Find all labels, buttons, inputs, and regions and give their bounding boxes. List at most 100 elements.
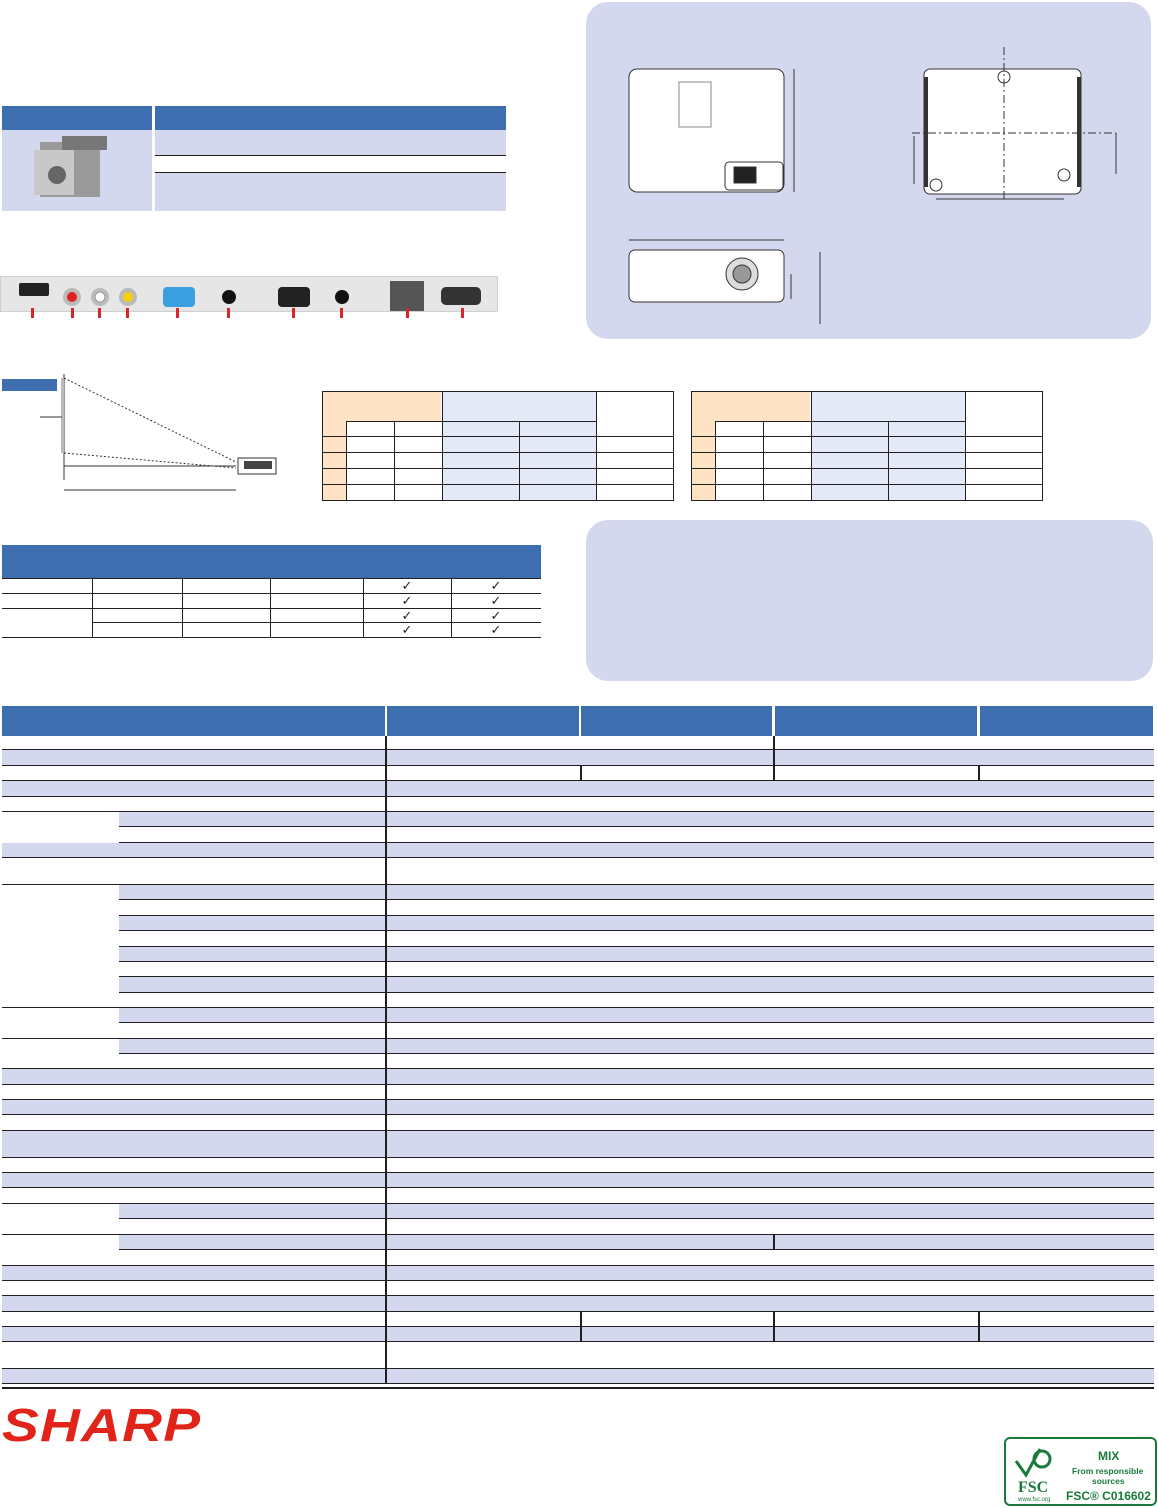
lamp-table-header-right bbox=[155, 106, 506, 130]
compat-row-line bbox=[2, 593, 541, 594]
throw-table-row-line bbox=[322, 484, 674, 485]
spec-row bbox=[2, 1281, 1154, 1296]
notes-panel bbox=[586, 520, 1153, 681]
fsc-tree-icon bbox=[1014, 1448, 1052, 1478]
throw-table-row-line bbox=[691, 452, 1043, 453]
fsc-logo-text: FSC bbox=[1018, 1479, 1049, 1496]
spec-row bbox=[2, 1369, 1154, 1384]
spec-row bbox=[2, 1173, 1154, 1188]
spec-col-divider bbox=[773, 750, 775, 766]
checkmark-icon: ✓ bbox=[490, 622, 502, 637]
spec-col-divider bbox=[580, 1312, 582, 1327]
compat-row-line bbox=[92, 622, 541, 623]
throw-table-row-line bbox=[322, 436, 674, 437]
spec-row bbox=[2, 1219, 1154, 1235]
throw-table-orange-header bbox=[692, 392, 810, 422]
compat-col-line bbox=[92, 578, 93, 637]
lamp-module-image bbox=[34, 136, 107, 197]
spec-row bbox=[2, 1131, 1154, 1158]
throw-table-orange-header bbox=[323, 392, 441, 422]
checkmark-icon: ✓ bbox=[401, 622, 413, 637]
spec-row bbox=[2, 858, 1154, 885]
spec-row bbox=[2, 1327, 1154, 1342]
spec-group-label-cell bbox=[2, 931, 119, 947]
throw-table-col-line bbox=[965, 391, 966, 501]
spec-row bbox=[119, 812, 1154, 827]
checkmark-icon: ✓ bbox=[490, 578, 502, 593]
spec-group-label-cell bbox=[2, 1039, 119, 1054]
throw-table-row-line bbox=[691, 436, 1043, 437]
spec-group-label-cell bbox=[2, 1235, 119, 1250]
checkmark-icon: ✓ bbox=[401, 608, 413, 623]
spec-row bbox=[119, 827, 1154, 843]
spec-row bbox=[2, 1085, 1154, 1100]
projection-label-box bbox=[2, 379, 57, 391]
spec-group-label-cell bbox=[2, 977, 119, 993]
throw-table-row-line bbox=[691, 468, 1043, 469]
spec-group-label-cell bbox=[2, 812, 119, 827]
spec-col-divider bbox=[773, 766, 775, 781]
vga-out-port-icon bbox=[278, 287, 310, 307]
throw-table-row-line bbox=[715, 421, 966, 422]
lamp-row-2 bbox=[155, 156, 506, 173]
spec-group-label-cell bbox=[2, 1204, 119, 1219]
spec-row bbox=[119, 1235, 1154, 1250]
compat-col-line bbox=[270, 578, 271, 637]
throw-table-col-line bbox=[763, 421, 764, 501]
audio-red-jack-icon bbox=[67, 292, 77, 302]
throw-table-2 bbox=[691, 391, 1043, 501]
throw-table-row-line bbox=[691, 484, 1043, 485]
connector-panel-image bbox=[0, 276, 498, 312]
throw-table-1 bbox=[322, 391, 674, 501]
fsc-from: From responsible bbox=[1072, 1466, 1144, 1476]
spec-header-cell bbox=[980, 706, 1153, 736]
rs232-port-icon bbox=[441, 287, 481, 305]
spec-row bbox=[119, 916, 1154, 931]
throw-table-orange-column bbox=[692, 422, 715, 500]
projection-diagram bbox=[40, 374, 277, 491]
fsc-code: FSC® C016602 bbox=[1066, 1489, 1151, 1503]
throw-table-col-line bbox=[394, 421, 395, 501]
checkmark-icon: ✓ bbox=[490, 608, 502, 623]
throw-table-col-line bbox=[811, 391, 812, 501]
spec-row bbox=[2, 1188, 1154, 1204]
spec-row bbox=[2, 766, 1154, 781]
fsc-url: www.fsc.org bbox=[1018, 1497, 1051, 1503]
spec-row bbox=[2, 750, 1154, 766]
spec-row bbox=[2, 1342, 1154, 1369]
audio-white-jack-icon bbox=[94, 291, 106, 303]
throw-table-row-line bbox=[322, 468, 674, 469]
checkmark-icon: ✓ bbox=[401, 593, 413, 608]
spec-row bbox=[2, 1266, 1154, 1281]
vga-in-port-icon bbox=[163, 287, 195, 307]
spec-row bbox=[119, 931, 1154, 947]
spec-row bbox=[2, 993, 1154, 1008]
spec-col-divider bbox=[580, 1327, 582, 1342]
spec-row bbox=[119, 885, 1154, 900]
throw-table-col-line bbox=[888, 421, 889, 501]
spec-row bbox=[2, 1312, 1154, 1327]
compat-row-line bbox=[2, 637, 541, 638]
spec-group-label-cell bbox=[2, 885, 119, 900]
throw-table-col-line bbox=[346, 421, 347, 501]
spec-col-divider bbox=[773, 1312, 775, 1327]
footer-rule bbox=[2, 1387, 1154, 1389]
fsc-sources: sources bbox=[1092, 1476, 1125, 1486]
spec-row bbox=[2, 1250, 1154, 1266]
compat-col-line bbox=[451, 578, 452, 637]
spec-row bbox=[2, 1054, 1154, 1069]
spec-col-divider bbox=[773, 1327, 775, 1342]
checkmark-icon: ✓ bbox=[401, 578, 413, 593]
spec-col-divider bbox=[773, 1235, 775, 1250]
spec-row bbox=[2, 1296, 1154, 1312]
spec-row bbox=[119, 977, 1154, 993]
audio-out-jack-icon bbox=[335, 290, 349, 304]
spec-col-divider bbox=[978, 766, 980, 781]
spec-col-divider bbox=[773, 736, 775, 750]
spec-row bbox=[2, 736, 1154, 750]
spec-row bbox=[2, 1115, 1154, 1131]
spec-header-cell bbox=[775, 706, 977, 736]
spec-row bbox=[119, 962, 1154, 977]
spec-row bbox=[2, 797, 1154, 812]
hdmi-port-icon bbox=[19, 283, 49, 296]
